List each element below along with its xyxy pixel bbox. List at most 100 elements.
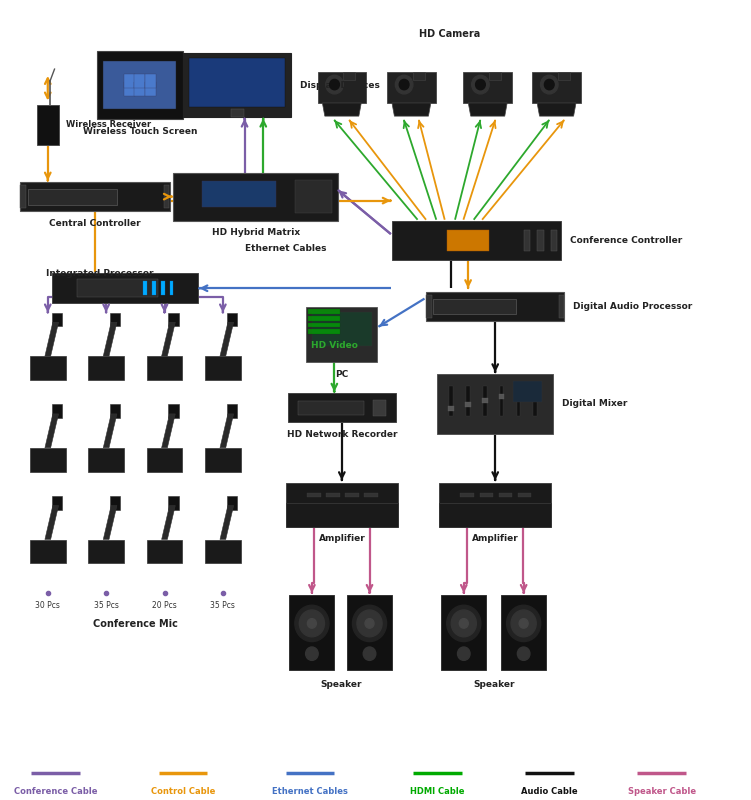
FancyBboxPatch shape (88, 540, 124, 563)
Circle shape (475, 79, 485, 90)
FancyBboxPatch shape (307, 493, 321, 497)
Polygon shape (220, 322, 234, 356)
FancyBboxPatch shape (227, 405, 237, 418)
FancyBboxPatch shape (387, 72, 436, 103)
FancyBboxPatch shape (343, 72, 355, 80)
Circle shape (447, 606, 481, 642)
Circle shape (507, 606, 541, 642)
FancyBboxPatch shape (532, 72, 581, 103)
FancyBboxPatch shape (465, 402, 471, 407)
FancyBboxPatch shape (308, 316, 340, 321)
Polygon shape (104, 506, 117, 539)
Text: Control Cable: Control Cable (151, 787, 215, 796)
FancyBboxPatch shape (88, 357, 124, 380)
FancyBboxPatch shape (110, 405, 120, 418)
FancyBboxPatch shape (500, 386, 503, 416)
FancyBboxPatch shape (110, 313, 120, 326)
Text: Conference Cable: Conference Cable (14, 787, 98, 796)
Circle shape (400, 79, 409, 90)
Text: Wireless Receiver: Wireless Receiver (67, 121, 152, 130)
Polygon shape (322, 103, 361, 116)
Text: HD Video: HD Video (311, 341, 357, 350)
FancyBboxPatch shape (345, 493, 359, 497)
FancyBboxPatch shape (110, 496, 120, 510)
Text: Digital Mixer: Digital Mixer (562, 399, 628, 408)
FancyBboxPatch shape (28, 189, 117, 205)
FancyBboxPatch shape (37, 105, 59, 145)
FancyBboxPatch shape (392, 222, 561, 259)
FancyBboxPatch shape (532, 386, 538, 391)
FancyBboxPatch shape (288, 394, 396, 422)
FancyBboxPatch shape (289, 594, 334, 670)
Circle shape (511, 610, 536, 637)
FancyBboxPatch shape (326, 493, 339, 497)
Text: Central Controller: Central Controller (49, 219, 140, 228)
FancyBboxPatch shape (20, 182, 170, 211)
FancyBboxPatch shape (143, 282, 147, 295)
FancyBboxPatch shape (182, 53, 291, 117)
FancyBboxPatch shape (533, 386, 537, 416)
FancyBboxPatch shape (499, 493, 512, 497)
Circle shape (451, 610, 476, 637)
FancyBboxPatch shape (515, 390, 521, 395)
Text: Conference Mic: Conference Mic (93, 619, 178, 629)
FancyBboxPatch shape (308, 330, 340, 334)
FancyBboxPatch shape (312, 312, 372, 346)
FancyBboxPatch shape (449, 386, 453, 416)
FancyBboxPatch shape (364, 493, 378, 497)
FancyBboxPatch shape (501, 594, 546, 670)
FancyBboxPatch shape (466, 386, 469, 416)
FancyBboxPatch shape (513, 382, 542, 402)
Text: HD Camera: HD Camera (419, 29, 480, 39)
FancyBboxPatch shape (439, 483, 551, 509)
FancyBboxPatch shape (164, 185, 170, 208)
Text: Amplifier: Amplifier (472, 534, 519, 543)
FancyBboxPatch shape (52, 273, 198, 303)
Text: 35 Pcs: 35 Pcs (210, 601, 235, 610)
Text: Display Devices: Display Devices (300, 81, 380, 90)
FancyBboxPatch shape (52, 496, 62, 510)
FancyBboxPatch shape (308, 322, 340, 327)
FancyBboxPatch shape (77, 279, 158, 298)
Text: Audio Cable: Audio Cable (521, 787, 578, 796)
FancyBboxPatch shape (231, 109, 243, 117)
Polygon shape (45, 414, 59, 448)
Circle shape (365, 618, 374, 628)
FancyBboxPatch shape (448, 406, 454, 411)
Text: HDMI Cable: HDMI Cable (410, 787, 464, 796)
FancyBboxPatch shape (489, 72, 501, 80)
Text: 20 Pcs: 20 Pcs (152, 601, 177, 610)
FancyBboxPatch shape (152, 282, 156, 295)
FancyBboxPatch shape (295, 180, 331, 214)
FancyBboxPatch shape (517, 386, 520, 416)
FancyBboxPatch shape (168, 313, 179, 326)
Text: 35 Pcs: 35 Pcs (94, 601, 119, 610)
Polygon shape (161, 322, 175, 356)
FancyBboxPatch shape (483, 386, 487, 416)
Circle shape (457, 647, 470, 660)
FancyBboxPatch shape (205, 357, 241, 380)
Polygon shape (104, 414, 117, 448)
Polygon shape (45, 322, 59, 356)
FancyBboxPatch shape (559, 295, 564, 318)
Polygon shape (161, 414, 175, 448)
Text: HD Hybrid Matrix: HD Hybrid Matrix (212, 229, 300, 238)
FancyBboxPatch shape (537, 230, 544, 251)
Circle shape (330, 79, 339, 90)
FancyBboxPatch shape (427, 295, 432, 318)
Text: Amplifier: Amplifier (318, 534, 365, 543)
Text: Speaker Cable: Speaker Cable (628, 787, 695, 796)
FancyBboxPatch shape (433, 298, 516, 314)
FancyBboxPatch shape (499, 394, 505, 399)
FancyBboxPatch shape (103, 61, 176, 110)
FancyBboxPatch shape (460, 493, 474, 497)
FancyBboxPatch shape (189, 58, 285, 107)
FancyBboxPatch shape (523, 230, 530, 251)
FancyBboxPatch shape (20, 185, 26, 208)
Circle shape (326, 75, 343, 94)
FancyBboxPatch shape (479, 493, 493, 497)
FancyBboxPatch shape (30, 540, 66, 563)
FancyBboxPatch shape (30, 448, 66, 472)
FancyBboxPatch shape (558, 72, 570, 80)
Polygon shape (45, 506, 59, 539)
